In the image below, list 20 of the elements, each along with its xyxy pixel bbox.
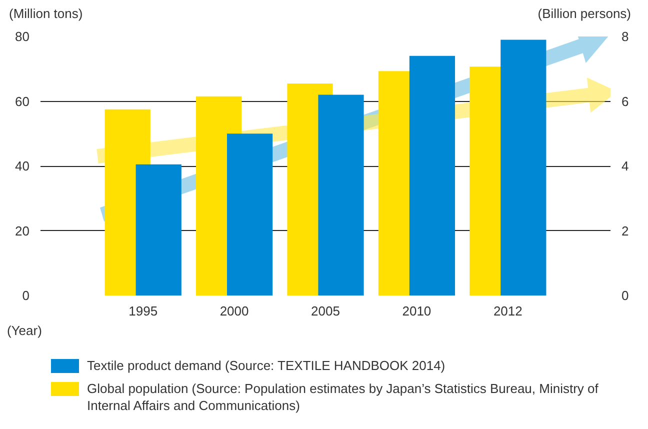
legend-label: Textile product demand (Source: TEXTILE HANDBOOK 2014)	[87, 358, 446, 375]
x-tick-label: 2010	[402, 304, 432, 318]
y2-tick-label: 6	[622, 94, 629, 109]
y2-tick-label: 8	[622, 29, 629, 44]
y-tick-label: 20	[15, 223, 30, 238]
y-tick-label: 80	[15, 29, 30, 44]
x-tick-label: 1995	[128, 304, 158, 318]
y-tick-label: 60	[15, 94, 30, 109]
legend-label: Global population (Source: Population estimates by Japan’s Statistics Bureau, Ministry of Internal Affairs and Communications)	[87, 380, 600, 415]
y2-tick-label: 4	[622, 158, 629, 174]
y-tick-label: 0	[22, 288, 30, 303]
x-axis-title: (Year)	[7, 323, 43, 340]
x-tick-label: 2000	[220, 304, 249, 318]
y2-tick-label: 0	[622, 288, 629, 303]
y2-tick-label: 2	[622, 223, 629, 238]
y-tick-label: 40	[15, 158, 30, 174]
y2-axis-title: (Billion persons)	[538, 5, 631, 23]
x-tick-label: 2012	[493, 304, 522, 318]
x-tick-label: 2005	[311, 304, 340, 318]
y-axis-title: (Million tons)	[9, 5, 83, 23]
